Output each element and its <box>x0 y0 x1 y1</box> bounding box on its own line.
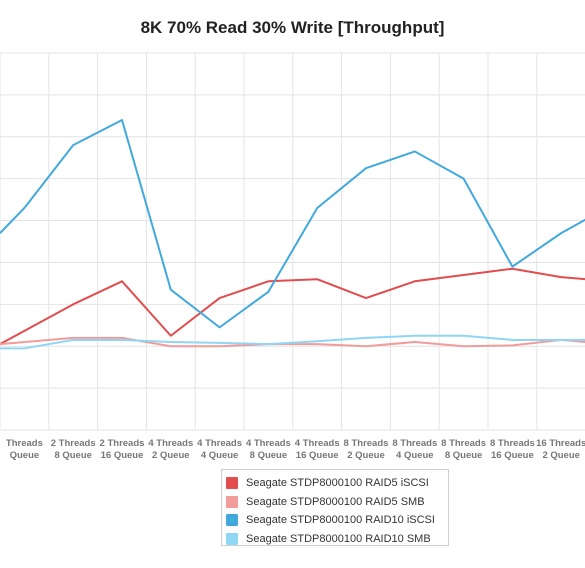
x-tick-label: 4 Threads 16 Queue <box>295 438 340 461</box>
legend-swatch <box>226 477 238 490</box>
series-lines <box>0 119 585 350</box>
legend-item[interactable]: Seagate STDP8000100 RAID10 iSCSI <box>226 511 448 530</box>
series-line-2 <box>0 119 585 329</box>
x-tick-label: 8 Threads 4 Queue <box>392 438 437 461</box>
series-line-0 <box>0 267 585 346</box>
x-tick-label: 2 Threads 16 Queue <box>100 438 145 461</box>
legend-item[interactable]: Seagate STDP8000100 RAID5 iSCSI <box>226 474 448 493</box>
x-tick-label: 8 Threads 2 Queue <box>344 438 389 461</box>
x-tick-label: 8 Threads 16 Queue <box>490 438 535 461</box>
legend-swatch <box>226 532 238 545</box>
x-tick-label: 4 Threads 2 Queue <box>148 438 193 461</box>
x-tick-label: 4 Threads 4 Queue <box>197 438 242 461</box>
x-tick-label: 4 Threads 8 Queue <box>246 438 291 461</box>
legend-label: Seagate STDP8000100 RAID5 SMB <box>246 495 425 508</box>
series-line-3 <box>0 334 585 350</box>
grid <box>0 52 585 431</box>
legend-item[interactable]: Seagate STDP8000100 RAID10 SMB <box>226 530 448 549</box>
legend-label: Seagate STDP8000100 RAID10 SMB <box>246 532 431 545</box>
legend-swatch <box>226 514 238 527</box>
x-tick-label: 8 Threads 8 Queue <box>441 438 486 461</box>
legend-label: Seagate STDP8000100 RAID10 iSCSI <box>246 514 435 527</box>
x-tick-label: 16 Threads 2 Queue <box>536 438 585 461</box>
x-tick-label: 2 Threads 8 Queue <box>51 438 96 461</box>
legend-item[interactable]: Seagate STDP8000100 RAID5 SMB <box>226 493 448 512</box>
chart-title: 8K 70% Read 30% Write [Throughput] <box>140 18 445 37</box>
legend: Seagate STDP8000100 RAID5 iSCSI Seagate … <box>221 469 449 546</box>
series-line-1 <box>0 336 585 348</box>
legend-label: Seagate STDP8000100 RAID5 iSCSI <box>246 477 429 490</box>
x-tick-label: Threads Queue <box>6 438 43 461</box>
legend-swatch <box>226 495 238 508</box>
